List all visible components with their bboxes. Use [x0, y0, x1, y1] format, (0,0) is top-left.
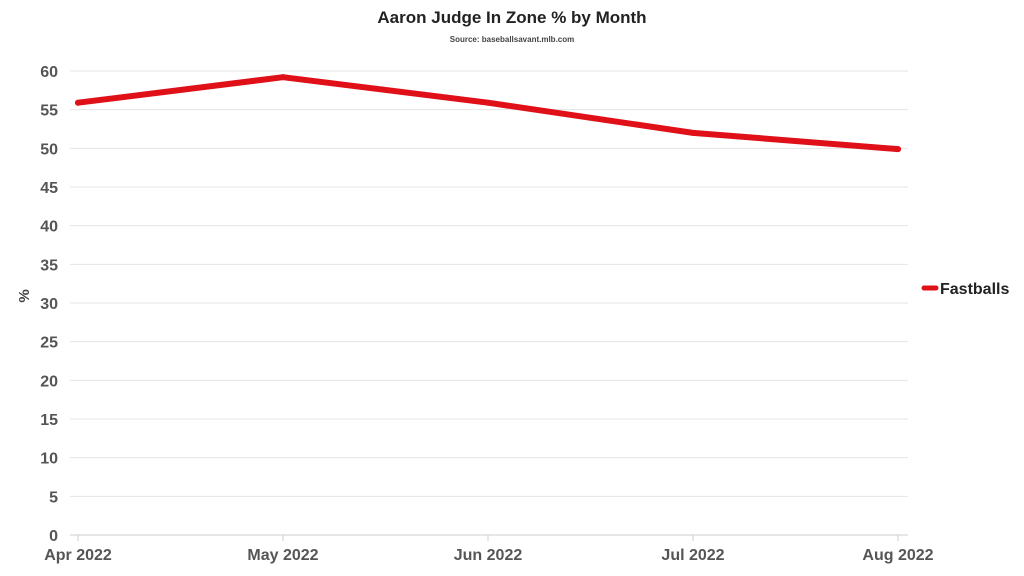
- data-point: [690, 129, 696, 136]
- y-tick-label: 40: [40, 219, 58, 236]
- data-point: [280, 74, 286, 81]
- x-tick-label: Apr 2022: [44, 547, 112, 564]
- x-tick-label: May 2022: [247, 547, 318, 564]
- y-tick-label: 50: [40, 141, 58, 158]
- y-tick-label: 30: [40, 296, 58, 313]
- y-axis-label: %: [16, 289, 33, 302]
- y-tick-label: 55: [40, 103, 58, 120]
- y-tick-label: 15: [40, 412, 58, 429]
- chart-title: Aaron Judge In Zone % by Month: [377, 8, 646, 27]
- y-tick-label: 5: [49, 489, 58, 506]
- y-axis-ticks: 0 5 10 15 20 25 30 35 40 45 50 55 60: [40, 64, 58, 545]
- data-point: [75, 99, 81, 106]
- x-tick-label: Aug 2022: [862, 547, 933, 564]
- legend-label: Fastballs: [940, 281, 1009, 298]
- y-tick-label: 35: [40, 257, 58, 274]
- y-tick-label: 60: [40, 64, 58, 81]
- x-tick-label: Jun 2022: [454, 547, 523, 564]
- chart-subtitle: Source: baseballsavant.mlb.com: [450, 35, 575, 44]
- y-tick-label: 20: [40, 373, 58, 390]
- y-tick-label: 0: [49, 528, 58, 545]
- series-group: [75, 74, 901, 153]
- data-point: [895, 146, 901, 153]
- x-tick-label: Jul 2022: [661, 547, 724, 564]
- series-line-fastballs: [75, 74, 901, 153]
- y-tick-label: 10: [40, 451, 58, 468]
- data-point: [485, 99, 491, 106]
- y-tick-label: 25: [40, 335, 58, 352]
- y-tick-label: 45: [40, 180, 58, 197]
- legend[interactable]: Fastballs: [921, 281, 1009, 298]
- x-axis: Apr 2022 May 2022 Jun 2022 Jul 2022 Aug 2022: [44, 534, 934, 564]
- gridlines: [70, 70, 908, 497]
